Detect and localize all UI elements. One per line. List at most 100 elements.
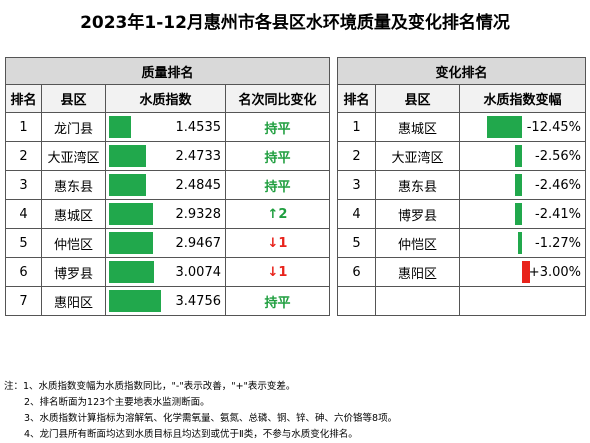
column-header: 水质指数变幅 <box>459 84 586 113</box>
rank-change-cell: 持平 <box>224 141 331 171</box>
rank-cell: 6 <box>337 257 376 287</box>
footnote: 注：1、水质指数变幅为水质指数同比，"-"表示改善，"+"表示变差。 <box>4 381 296 392</box>
rank-cell: 3 <box>337 170 376 200</box>
table-row: 5 仲恺区 -1.27% <box>337 228 586 258</box>
water-index-value: 2.4733 <box>175 148 222 164</box>
improvement-bar <box>518 232 522 254</box>
water-index-bar <box>109 232 154 254</box>
change-ranking-table: 变化排名 排名 县区 水质指数变幅 1 惠城区 -12.45% 2 大亚湾区 -2.56% 3 惠… <box>337 57 586 316</box>
district-cell: 博罗县 <box>375 199 460 229</box>
district-cell: 大亚湾区 <box>41 141 106 171</box>
water-index-bar <box>109 203 153 225</box>
change-cell: -2.46% <box>459 170 586 200</box>
change-cell: -2.41% <box>459 199 586 229</box>
district-cell: 惠城区 <box>41 199 106 229</box>
change-value: +3.00% <box>528 264 581 280</box>
rank-change-cell: ↓1 <box>224 228 331 258</box>
district-cell: 惠东县 <box>41 170 106 200</box>
district-cell: 惠阳区 <box>375 257 460 287</box>
district-cell: 大亚湾区 <box>375 141 460 171</box>
page-title: 2023年1-12月惠州市各县区水环境质量及变化排名情况 <box>80 13 510 33</box>
district-cell: 博罗县 <box>41 257 106 287</box>
rank-cell: 4 <box>5 199 42 229</box>
water-index-value: 2.4845 <box>175 177 222 193</box>
change-value: -1.27% <box>535 235 581 251</box>
rank-change-cell: 持平 <box>224 286 331 316</box>
column-header: 排名 <box>5 84 42 113</box>
rank-change-cell: 持平 <box>224 170 331 200</box>
table-row: 7 惠阳区 3.4756 持平 <box>5 286 331 316</box>
improvement-bar <box>487 116 522 138</box>
empty-cell <box>459 286 586 316</box>
rank-change-cell: 持平 <box>224 112 331 142</box>
change-value: -2.41% <box>535 206 581 222</box>
district-cell: 仲恺区 <box>41 228 106 258</box>
table-row: 3 惠东县 2.4845 持平 <box>5 170 331 200</box>
water-index-bar <box>109 261 155 283</box>
quality-ranking-section-header: 质量排名 <box>4 57 331 85</box>
change-cell: -2.56% <box>459 141 586 171</box>
rank-cell: 6 <box>5 257 42 287</box>
rank-cell: 4 <box>337 199 376 229</box>
rank-change-cell: ↓1 <box>224 257 331 287</box>
improvement-bar <box>514 145 522 167</box>
water-index-value: 2.9467 <box>175 235 222 251</box>
rank-cell: 2 <box>337 141 376 171</box>
improvement-bar <box>515 174 522 196</box>
rank-cell: 1 <box>5 112 42 142</box>
district-cell: 龙门县 <box>41 112 106 142</box>
column-header: 名次同比变化 <box>224 84 331 113</box>
rank-change-cell: ↑2 <box>224 199 331 229</box>
deterioration-bar <box>522 261 531 283</box>
table-row: 1 龙门县 1.4535 持平 <box>5 112 331 142</box>
rank-cell: 2 <box>5 141 42 171</box>
water-index-bar <box>109 145 147 167</box>
rank-cell: 1 <box>337 112 376 142</box>
district-cell: 惠城区 <box>375 112 460 142</box>
district-cell: 惠东县 <box>375 170 460 200</box>
empty-cell <box>375 286 460 316</box>
water-index-cell: 2.9467 <box>105 228 226 258</box>
table-row: 4 博罗县 -2.41% <box>337 199 586 229</box>
table-row: 4 惠城区 2.9328 ↑2 <box>5 199 331 229</box>
table-row: 5 仲恺区 2.9467 ↓1 <box>5 228 331 258</box>
district-cell: 仲恺区 <box>375 228 460 258</box>
water-index-value: 3.0074 <box>175 264 222 280</box>
rank-cell: 5 <box>5 228 42 258</box>
rank-cell: 7 <box>5 286 42 316</box>
water-index-cell: 2.4845 <box>105 170 226 200</box>
water-index-cell: 2.9328 <box>105 199 226 229</box>
water-index-cell: 1.4535 <box>105 112 226 142</box>
water-index-value: 3.4756 <box>175 293 222 309</box>
rank-cell: 5 <box>337 228 376 258</box>
change-value: -2.56% <box>535 148 581 164</box>
column-header: 水质指数 <box>105 84 226 113</box>
table-row <box>337 286 586 316</box>
table-row: 2 大亚湾区 -2.56% <box>337 141 586 171</box>
water-index-bar <box>109 116 131 138</box>
table-row: 6 惠阳区 +3.00% <box>337 257 586 287</box>
change-cell: -1.27% <box>459 228 586 258</box>
table-row: 2 大亚湾区 2.4733 持平 <box>5 141 331 171</box>
quality-ranking-table: 质量排名 排名 县区 水质指数 名次同比变化 1 龙门县 1.4535 持平 2 大亚湾区 2.4… <box>4 57 331 316</box>
table-row: 3 惠东县 -2.46% <box>337 170 586 200</box>
water-index-bar <box>109 174 147 196</box>
footnote: 3、水质指数计算指标为溶解氧、化学需氧量、氨氮、总磷、铜、锌、砷、六价铬等8项。 <box>24 413 398 424</box>
water-index-bar <box>109 290 162 312</box>
empty-cell <box>337 286 376 316</box>
table-row: 6 博罗县 3.0074 ↓1 <box>5 257 331 287</box>
column-header: 县区 <box>375 84 460 113</box>
change-value: -2.46% <box>535 177 581 193</box>
water-index-cell: 3.4756 <box>105 286 226 316</box>
water-index-value: 1.4535 <box>175 119 222 135</box>
rank-cell: 3 <box>5 170 42 200</box>
change-cell: -12.45% <box>459 112 586 142</box>
footnote: 2、排名断面为123个主要地表水监测断面。 <box>24 397 210 408</box>
water-index-cell: 2.4733 <box>105 141 226 171</box>
change-ranking-section-header: 变化排名 <box>337 57 586 85</box>
table-row: 1 惠城区 -12.45% <box>337 112 586 142</box>
improvement-bar <box>515 203 522 225</box>
change-value: -12.45% <box>526 119 581 135</box>
water-index-value: 2.9328 <box>175 206 222 222</box>
footnotes: 注：1、水质指数变幅为水质指数同比，"-"表示改善，"+"表示变差。 2、排名断… <box>4 379 397 443</box>
